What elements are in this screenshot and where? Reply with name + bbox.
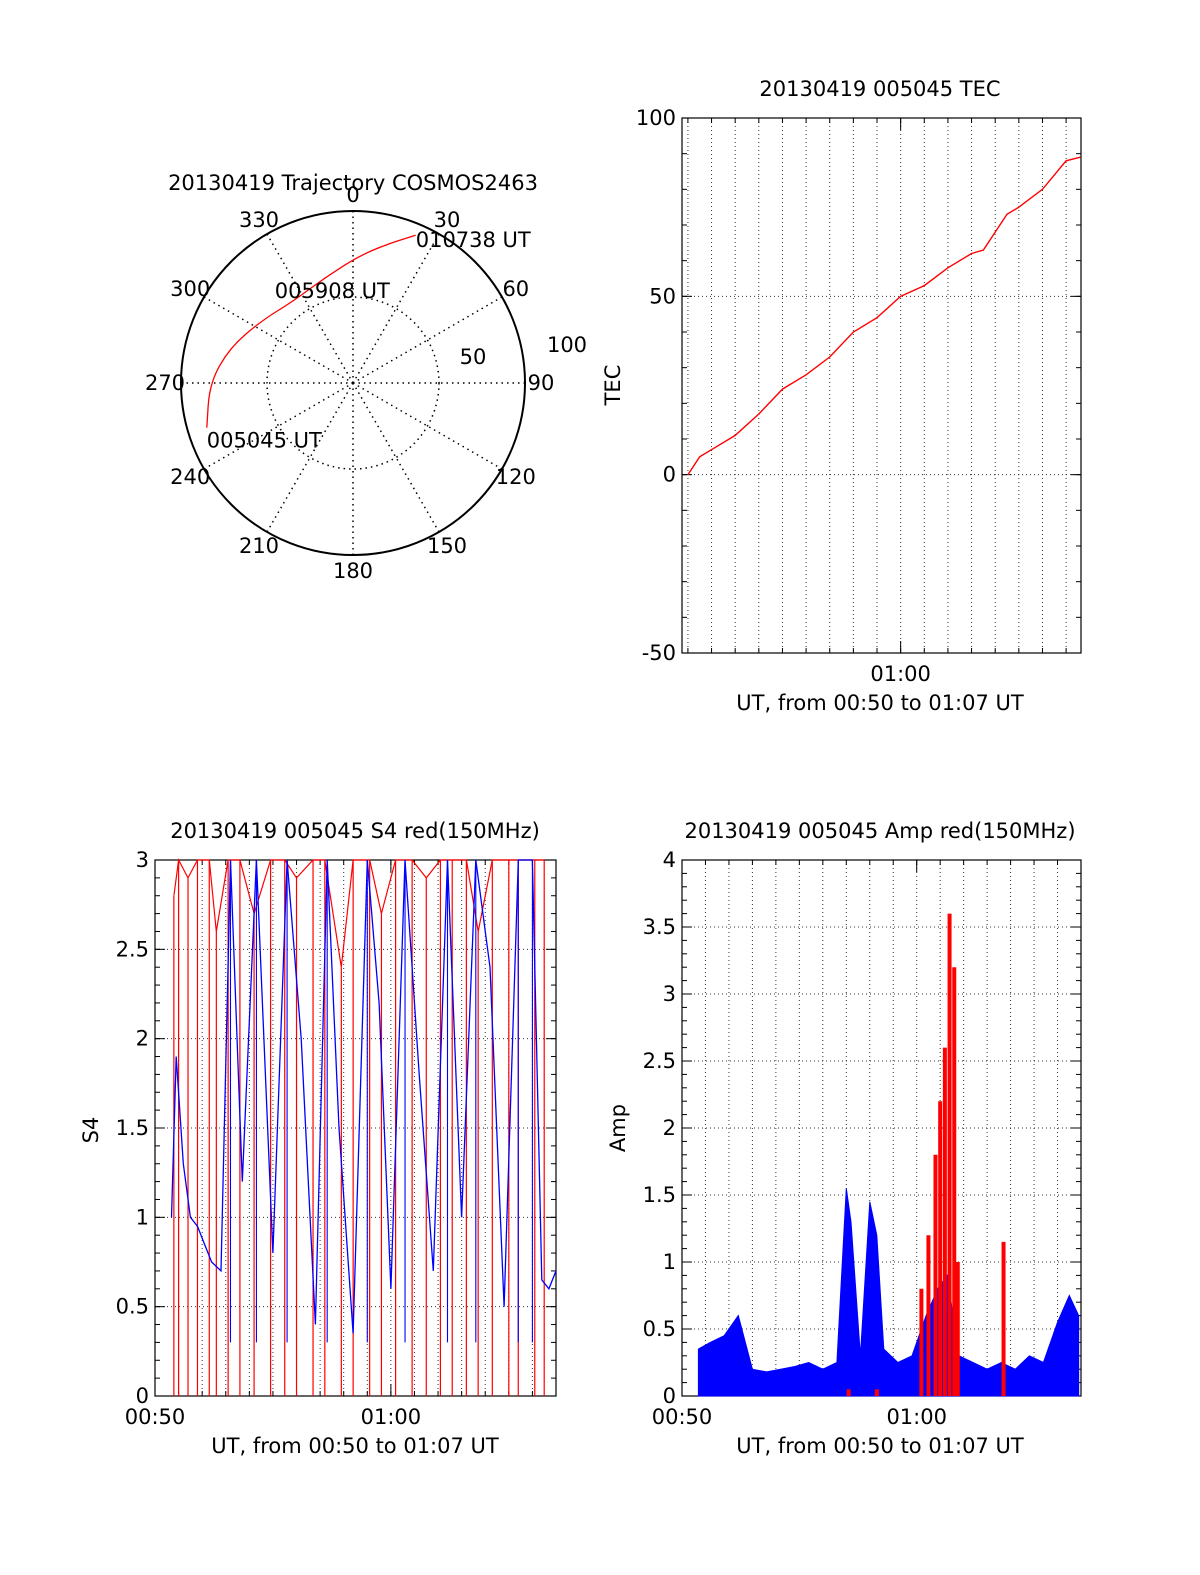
y-tick-label: 2.5 — [643, 1049, 676, 1073]
polar-radial-label: 50 — [460, 345, 487, 369]
polar-azimuth-label: 180 — [333, 559, 373, 583]
polar-azimuth-label: 120 — [496, 465, 536, 489]
s4-blue-series — [170, 859, 557, 1334]
s4-xlabel: UT, from 00:50 to 01:07 UT — [211, 1434, 499, 1458]
x-tick-label: 00:50 — [125, 1405, 186, 1429]
y-tick-label: 1.5 — [116, 1116, 149, 1140]
y-tick-label: 3 — [663, 982, 676, 1006]
amp-plot: 20130419 005045 Amp red(150MHz) UT, from… — [606, 819, 1082, 1458]
x-tick-label: 01:00 — [870, 662, 931, 686]
s4-plot: 20130419 005045 S4 red(150MHz) UT, from … — [79, 819, 557, 1458]
polar-azimuth-label: 300 — [170, 277, 210, 301]
tec-ylabel: TEC — [601, 365, 625, 407]
polar-azimuth-label: 30 — [434, 208, 461, 232]
y-tick-label: 3 — [136, 848, 149, 872]
x-tick-label: 01:00 — [361, 1405, 422, 1429]
amp-plot-area: 0 0.5 1 1.5 2 2.5 3 3.5 4 00:50 01:00 — [643, 848, 1082, 1429]
polar-azimuth-label: 210 — [239, 534, 279, 558]
y-tick-label: 2.5 — [116, 937, 149, 961]
polar-grid — [180, 210, 526, 556]
polar-azimuth-label: 90 — [528, 371, 555, 395]
polar-azimuth-label: 60 — [502, 277, 529, 301]
s4-ylabel: S4 — [79, 1117, 103, 1144]
y-tick-label: 0.5 — [643, 1317, 676, 1341]
s4-plot-area: 0 0.5 1 1.5 2 2.5 3 00:50 01:00 — [116, 848, 557, 1429]
polar-azimuth-label: 150 — [427, 534, 467, 558]
y-tick-label: 1.5 — [643, 1183, 676, 1207]
tec-title: 20130419 005045 TEC — [759, 77, 1000, 101]
tec-xlabel: UT, from 00:50 to 01:07 UT — [736, 691, 1024, 715]
y-tick-label: 0 — [663, 463, 676, 487]
polar-azimuth-label: 330 — [239, 208, 279, 232]
y-tick-label: 0 — [136, 1384, 149, 1408]
y-tick-label: 50 — [649, 284, 676, 308]
amp-blue-series — [697, 1188, 1080, 1397]
trajectory-line — [206, 234, 416, 428]
amp-ylabel: Amp — [606, 1104, 630, 1152]
amp-xlabel: UT, from 00:50 to 01:07 UT — [736, 1434, 1024, 1458]
y-tick-label: -50 — [642, 641, 676, 665]
s4-title: 20130419 005045 S4 red(150MHz) — [170, 819, 540, 843]
amp-title: 20130419 005045 Amp red(150MHz) — [684, 819, 1075, 843]
trajectory-series: 005045 UT 005908 UT 010738 UT — [206, 228, 531, 453]
polar-spoke — [266, 233, 354, 384]
polar-spoke — [203, 382, 354, 470]
trajectory-label: 005045 UT — [207, 429, 322, 453]
x-tick-label: 01:00 — [886, 1405, 947, 1429]
tec-series-line — [687, 156, 1081, 476]
y-tick-label: 0.5 — [116, 1295, 149, 1319]
polar-azimuth-label: 0 — [346, 183, 359, 207]
y-tick-label: 1 — [663, 1250, 676, 1274]
y-tick-label: 2 — [136, 1027, 149, 1051]
trajectory-label: 005908 UT — [275, 279, 390, 303]
polar-azimuth-label: 240 — [170, 465, 210, 489]
polar-spoke — [352, 382, 440, 533]
polar-spoke — [203, 296, 354, 384]
polar-azimuth-labels: 0 30 60 90 120 150 180 210 240 270 300 330 50 100 — [145, 183, 587, 583]
polar-spoke — [266, 382, 354, 533]
polar-inner-circle — [266, 296, 440, 470]
polar-spoke — [352, 382, 503, 470]
y-tick-label: 1 — [136, 1205, 149, 1229]
y-tick-label: 4 — [663, 848, 676, 872]
trajectory-polar-plot: 20130419 Trajectory COSMOS2463 0 30 60 90 12… — [145, 171, 587, 583]
polar-title: 20130419 Trajectory COSMOS2463 — [168, 171, 538, 195]
polar-spoke — [352, 296, 503, 384]
polar-azimuth-label: 270 — [145, 371, 185, 395]
y-tick-label: 0 — [663, 1384, 676, 1408]
polar-radial-label: 100 — [547, 333, 587, 357]
y-tick-label: 3.5 — [643, 915, 676, 939]
polar-spoke — [352, 233, 440, 384]
trajectory-label: 010738 UT — [416, 228, 531, 252]
x-tick-label: 00:50 — [652, 1405, 713, 1429]
plot-frame — [681, 117, 1082, 654]
y-tick-label: 100 — [636, 106, 676, 130]
tec-plot: 20130419 005045 TEC UT, from 00:50 to 01… — [601, 77, 1082, 715]
tec-plot-area: -50 0 50 100 01:00 — [636, 106, 1082, 686]
y-tick-label: 2 — [663, 1116, 676, 1140]
s4-red-series — [173, 858, 545, 968]
